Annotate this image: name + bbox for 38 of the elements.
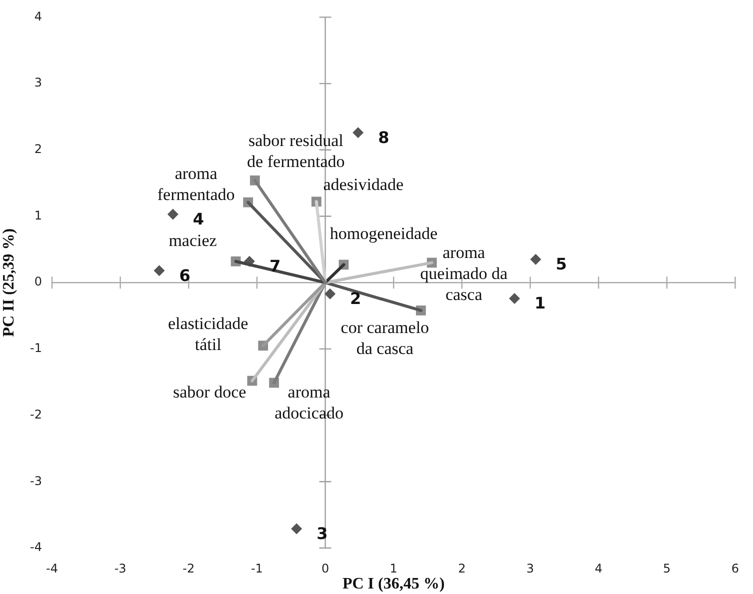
data-label: adesividade: [323, 175, 404, 194]
annotation: 1: [534, 294, 546, 313]
annotation: 6: [179, 266, 190, 285]
y-tick-label: 3: [34, 76, 42, 90]
x-tick-label: 4: [594, 561, 602, 576]
x-tick-label: -3: [114, 561, 126, 576]
x-axis-title: PC I (36,45 %): [342, 576, 445, 593]
data-label: aroma queimado da casca: [420, 243, 508, 304]
y-tick-label: 1: [34, 208, 42, 222]
x-tick-label: 2: [458, 561, 466, 576]
data-label: elasticidade tátil: [168, 314, 248, 354]
y-tick-label: -4: [30, 540, 42, 554]
y-tick-label: 0: [34, 274, 42, 289]
data-label: sabor doce: [173, 382, 246, 402]
y-tick-label: 4: [34, 9, 42, 24]
annotation: 2: [350, 289, 362, 308]
y-tick-label: 2: [34, 142, 42, 156]
y-axis-title: PC II (25,39 %): [0, 228, 18, 337]
y-tick-label: -3: [30, 474, 42, 488]
annotation: 5: [556, 254, 567, 274]
data-label: cor caramelo da casca: [340, 318, 430, 358]
x-tick-label: 3: [526, 561, 534, 576]
data-label: aroma adocicado: [274, 382, 344, 422]
x-tick-label: 1: [390, 561, 398, 576]
annotation: 4: [192, 209, 204, 228]
annotation: 8: [378, 128, 390, 147]
x-tick-label: 0: [321, 561, 330, 576]
x-tick-label: 6: [731, 561, 740, 576]
x-tick-label: -1: [250, 561, 263, 576]
data-label: homogeneidade: [330, 224, 438, 244]
x-tick-label: -4: [46, 561, 58, 576]
annotation: 3: [316, 524, 328, 543]
y-tick-label: -2: [30, 407, 42, 422]
data-label: aroma fermentado: [157, 164, 235, 204]
x-tick-label: 5: [663, 561, 671, 576]
x-tick-label: -2: [182, 561, 195, 576]
y-tick-label: -1: [30, 341, 42, 356]
data-label: maciez: [168, 230, 218, 250]
